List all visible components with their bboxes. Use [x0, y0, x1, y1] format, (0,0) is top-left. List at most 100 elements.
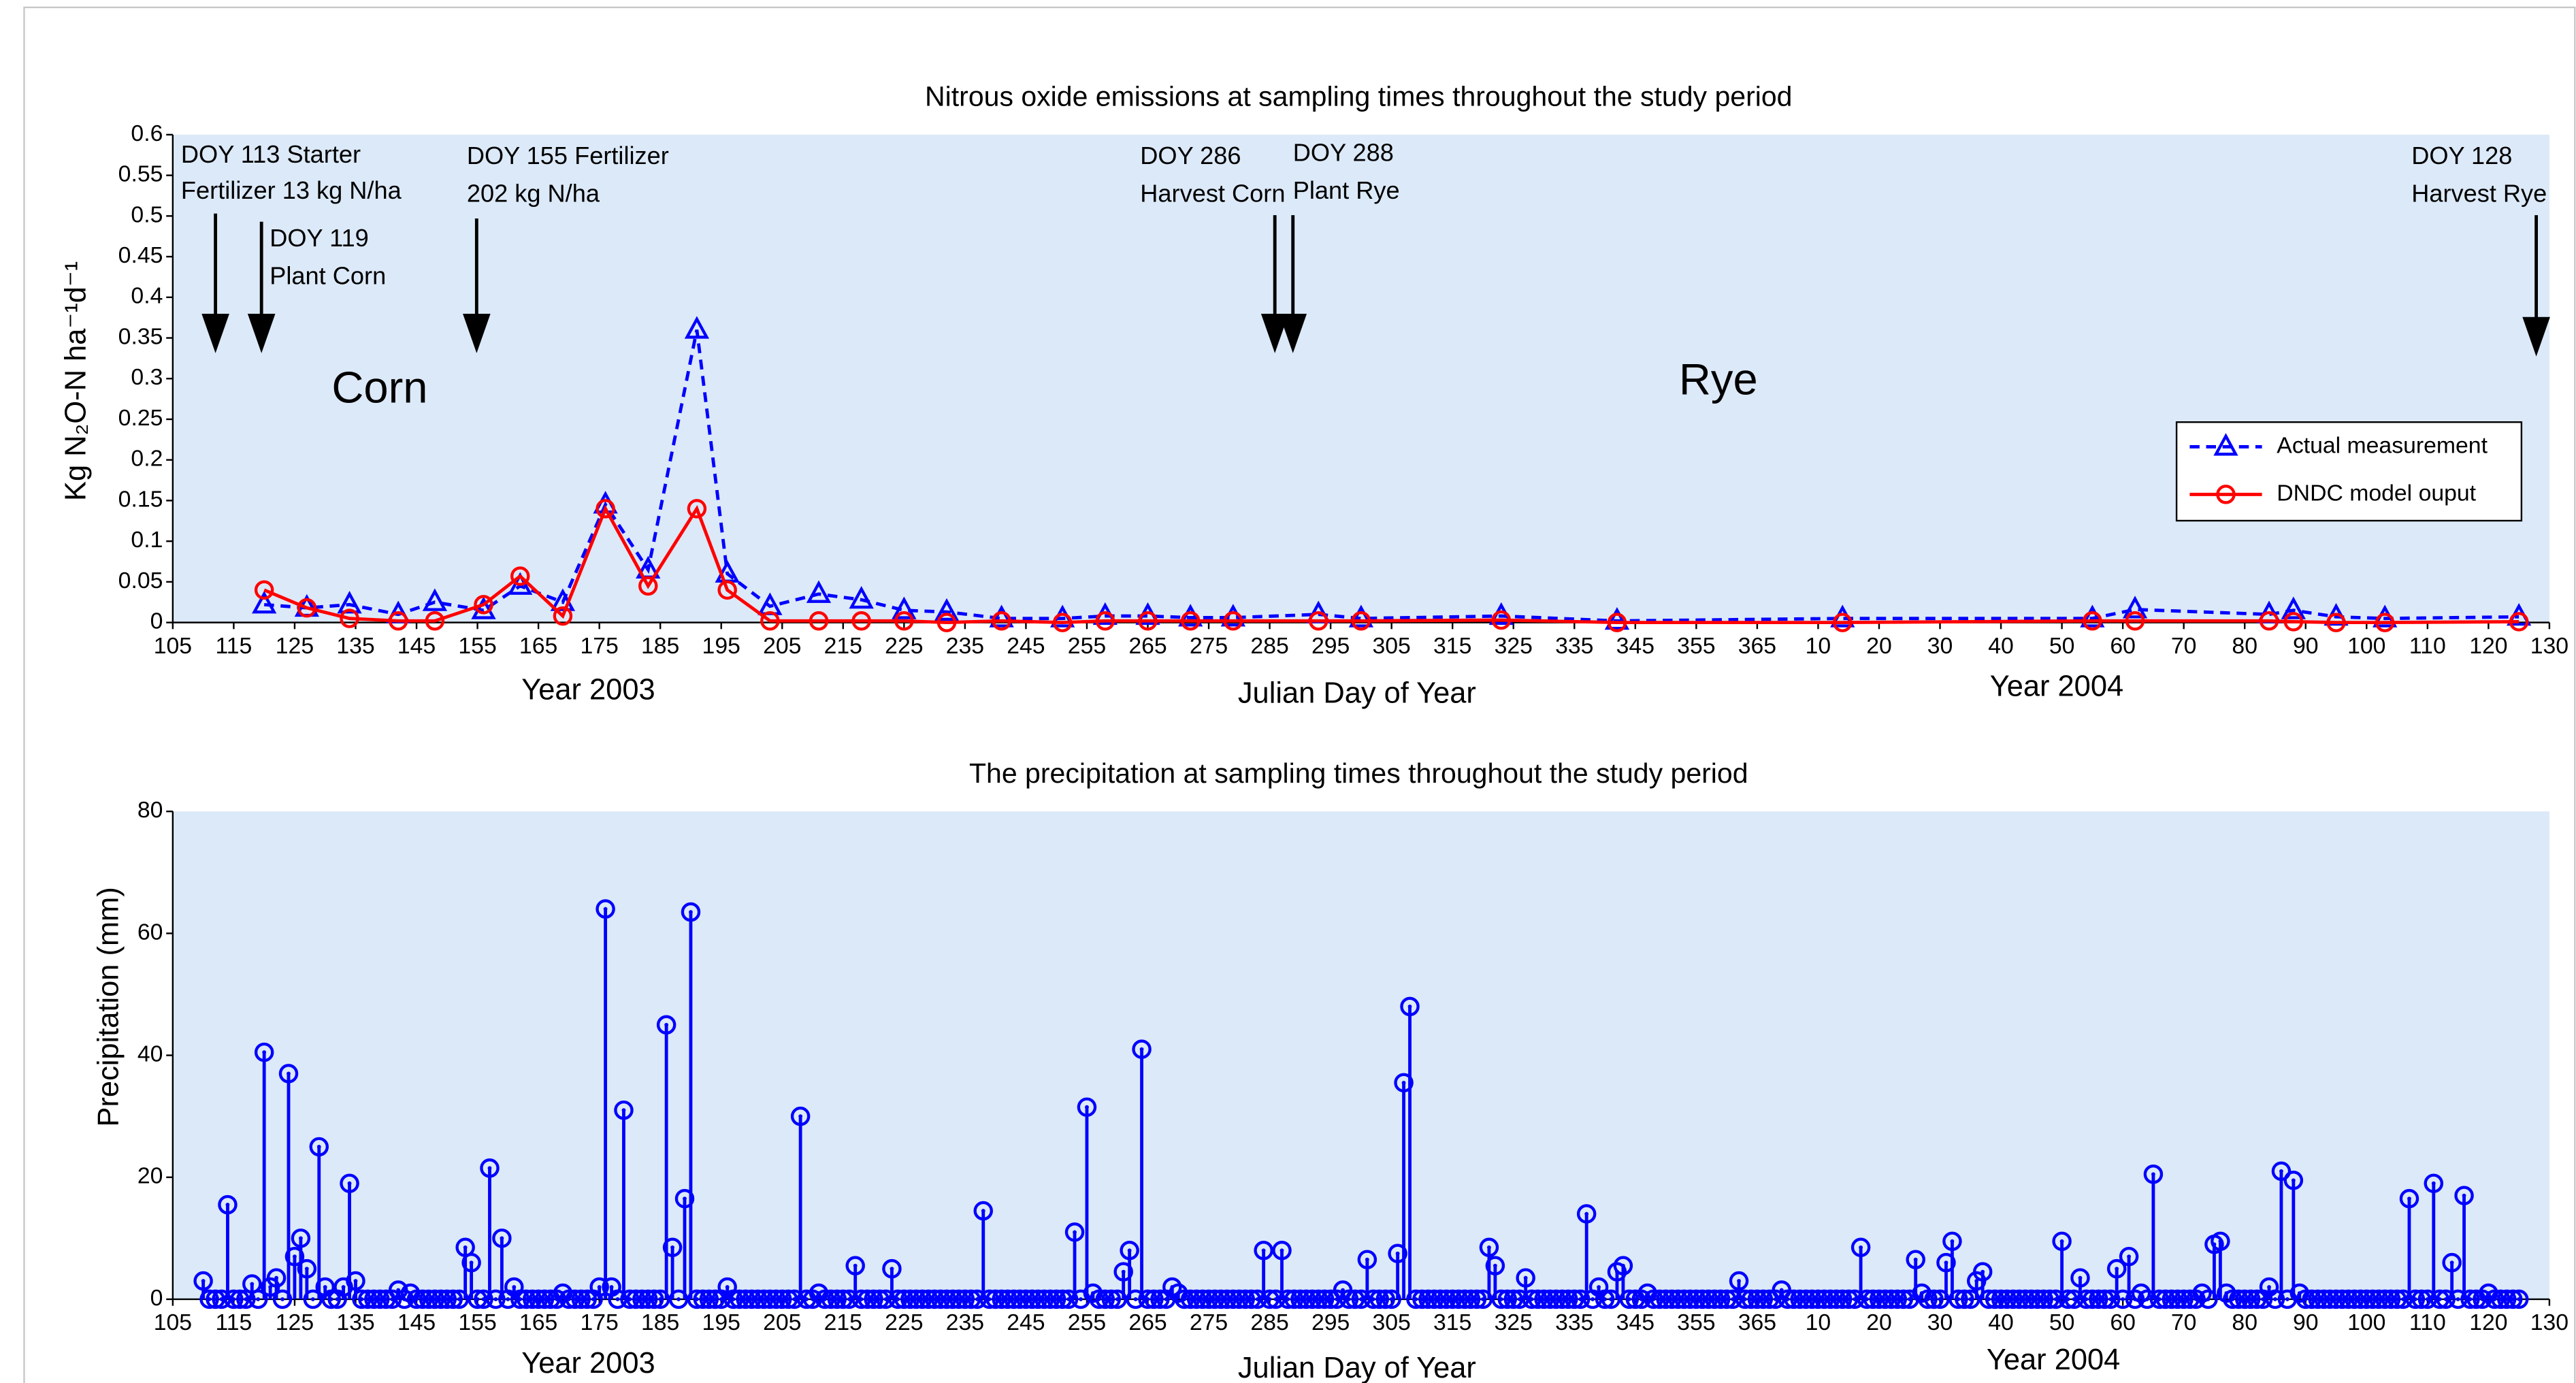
stem-dot	[2078, 1275, 2083, 1280]
x-tick-label: 235	[946, 633, 984, 659]
stem-dot	[299, 1236, 303, 1241]
annotation: DOY 288	[1293, 138, 1394, 166]
stem-head	[1192, 1289, 1213, 1309]
stem-head	[802, 1289, 823, 1309]
y-tick-label: 0.2	[131, 446, 163, 472]
stem-dot	[287, 1071, 291, 1076]
stem-dot	[347, 1181, 352, 1186]
data-point	[849, 585, 874, 609]
arrow-head	[463, 313, 491, 353]
stem-head	[1290, 1289, 1310, 1309]
stem-dot	[2145, 1297, 2149, 1301]
period-label: Year 2004	[1987, 1344, 2120, 1376]
crop-label: Corn	[331, 363, 427, 412]
annotation: Harvest Corn	[1140, 180, 1285, 208]
stem-head	[815, 1289, 835, 1309]
stem-head	[1479, 1237, 1499, 1258]
stem-head	[1674, 1289, 1694, 1309]
stem-head	[924, 1289, 945, 1309]
stem-dot	[463, 1245, 468, 1250]
stem-dot	[847, 1297, 851, 1301]
stem-dot	[1273, 1297, 1278, 1301]
stem-head	[1546, 1289, 1566, 1309]
stem-head	[1223, 1289, 1243, 1309]
stem-head	[199, 1289, 219, 1309]
y-tick-label: 0.45	[118, 242, 163, 268]
stem-head	[394, 1289, 414, 1309]
stem-dot	[2401, 1297, 2405, 1301]
stem-head	[900, 1289, 920, 1309]
x-tick-label: 10	[1806, 633, 1831, 659]
stem-head	[674, 1188, 695, 1209]
x-tick-label: 315	[1433, 633, 1471, 659]
stem-head	[705, 1289, 725, 1309]
stem-dot	[506, 1297, 510, 1301]
stem-dot	[201, 1279, 206, 1283]
y-axis-label: Kg N₂O-N ha⁻¹d⁻¹	[59, 261, 92, 501]
stem-head	[1631, 1289, 1652, 1309]
arrows	[201, 213, 2550, 357]
x-tick-label: 120	[2469, 1309, 2507, 1335]
stem-head	[1303, 1289, 1322, 1309]
stem-head	[510, 1289, 530, 1309]
stem-head	[419, 1289, 439, 1309]
stem-dot	[1731, 1297, 1735, 1301]
stem-head	[1619, 1289, 1640, 1309]
stem-head	[1248, 1289, 1267, 1309]
stem-head	[443, 1289, 463, 1309]
x-tick-label: 245	[1007, 1309, 1045, 1335]
stem-head	[2351, 1289, 2370, 1309]
stem-dot	[853, 1263, 858, 1268]
stem-dot	[1127, 1248, 1132, 1253]
stem-dot	[2121, 1297, 2125, 1301]
stem-head	[534, 1289, 555, 1309]
stem-head	[1046, 1289, 1066, 1309]
stem-head	[638, 1289, 658, 1309]
stem-head	[1485, 1256, 1505, 1275]
x-tick-label: 165	[519, 633, 557, 659]
data-point	[254, 580, 274, 600]
stem-dot	[792, 1297, 797, 1301]
stem-head	[1778, 1289, 1797, 1309]
stem-head	[1235, 1289, 1256, 1309]
stem-dot	[1389, 1297, 1394, 1301]
x-tick-label: 225	[885, 633, 923, 659]
stem-head	[1369, 1289, 1389, 1309]
stem-head	[1028, 1289, 1048, 1309]
stem-dot	[262, 1050, 267, 1054]
plot-area	[172, 134, 2549, 623]
stem-head	[864, 1289, 883, 1309]
stem-head	[431, 1289, 451, 1309]
stem-head	[589, 1277, 609, 1297]
stem-head	[2436, 1289, 2456, 1309]
stem-dot	[591, 1297, 596, 1301]
stem-head	[1107, 1289, 1127, 1309]
stem-head	[766, 1289, 786, 1309]
stem-head	[2424, 1173, 2444, 1193]
data-point	[936, 613, 957, 632]
stem-head	[1211, 1289, 1231, 1309]
stem-head	[1174, 1289, 1194, 1309]
x-tick-label: 275	[1190, 633, 1228, 659]
stem-head	[425, 1289, 445, 1309]
stem-head	[1144, 1289, 1164, 1309]
stem-head	[1278, 1289, 1298, 1309]
stem-head	[321, 1289, 341, 1309]
stem-head	[760, 1289, 780, 1309]
stem-head	[876, 1289, 896, 1309]
y-tick-label: 0.4	[131, 283, 163, 309]
y-tick-label: 0.15	[118, 486, 163, 512]
stem-head	[297, 1258, 317, 1279]
stem-head	[474, 1289, 493, 1309]
stem-head	[2247, 1289, 2267, 1309]
x-tick-label: 20	[1866, 633, 1892, 659]
stem-head	[1924, 1289, 1944, 1309]
stem-head	[2131, 1283, 2151, 1303]
stem-dot	[2108, 1297, 2113, 1301]
x-tick-label: 295	[1311, 633, 1350, 659]
stem-dot	[323, 1285, 327, 1289]
stem-head	[193, 1271, 213, 1291]
stem-dot	[310, 1297, 315, 1301]
stem-dot	[2425, 1297, 2430, 1301]
y-tick-label: 0.55	[118, 161, 163, 187]
